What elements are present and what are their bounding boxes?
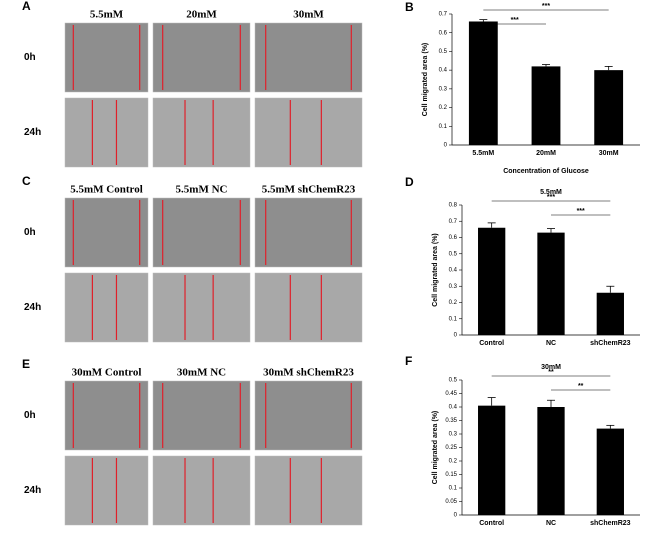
- y-tick-label: 0.7: [449, 219, 458, 225]
- bar: [594, 70, 624, 145]
- micrograph: [152, 97, 251, 168]
- bar: [537, 232, 565, 335]
- chart-title: 5.5mM: [540, 189, 562, 196]
- column-header: 30mM shChemR23: [263, 367, 354, 379]
- micrograph: [254, 97, 363, 168]
- significance-label: **: [578, 383, 584, 390]
- bar: [537, 407, 565, 515]
- y-tick-label: 0.5: [449, 251, 458, 257]
- bar: [478, 227, 506, 335]
- micrograph: [152, 272, 251, 343]
- row-label: 0h: [24, 52, 36, 63]
- x-tick-label: Control: [479, 340, 504, 347]
- panel-letter: C: [22, 174, 31, 188]
- y-tick-label: 0.05: [445, 499, 457, 505]
- y-tick-label: 0.1: [449, 486, 458, 492]
- x-tick-label: shChemR23: [590, 520, 631, 527]
- column-header: 30mM Control: [72, 367, 142, 379]
- y-tick-label: 0.7: [439, 12, 448, 18]
- micrograph: [64, 455, 149, 526]
- x-tick-label: NC: [546, 340, 556, 347]
- chart-title: 30mM: [541, 364, 561, 371]
- y-tick-label: 0.2: [449, 459, 458, 465]
- significance-label: ***: [577, 208, 585, 215]
- y-tick-label: 0.1: [439, 124, 448, 130]
- row-label: 0h: [24, 227, 36, 238]
- panel-letter: E: [22, 357, 30, 371]
- y-tick-label: 0.4: [449, 405, 458, 411]
- y-tick-label: 0.5: [449, 378, 458, 384]
- row-label: 24h: [24, 485, 41, 496]
- micrograph: [254, 455, 363, 526]
- micrograph: [64, 97, 149, 168]
- x-tick-label: NC: [546, 520, 556, 527]
- y-tick-label: 0.2: [449, 300, 458, 306]
- panel-letter: B: [405, 0, 414, 14]
- y-tick-label: 0.35: [445, 418, 457, 424]
- micrograph: [254, 272, 363, 343]
- x-tick-label: shChemR23: [590, 340, 631, 347]
- y-tick-label: 0.25: [445, 445, 457, 451]
- y-axis-label: Cell migrated area (%): [432, 233, 439, 307]
- micrograph: [64, 380, 149, 451]
- micrograph: [64, 272, 149, 343]
- x-tick-label: Control: [479, 520, 504, 527]
- column-header: 5.5mM NC: [176, 184, 228, 196]
- micrograph: [152, 380, 251, 451]
- row-label: 24h: [24, 127, 41, 138]
- y-tick-label: 0.3: [439, 86, 448, 92]
- x-axis-label: Concentration of Glucose: [503, 168, 589, 175]
- y-tick-label: 0.3: [449, 432, 458, 438]
- y-tick-label: 0.4: [449, 268, 458, 274]
- column-header: 5.5mM shChemR23: [262, 184, 356, 196]
- micrograph: [64, 22, 149, 93]
- bar: [531, 66, 561, 145]
- column-header: 5.5mM: [90, 9, 124, 21]
- column-header: 5.5mM Control: [70, 184, 143, 196]
- micrograph: [152, 455, 251, 526]
- y-tick-label: 0.6: [449, 235, 458, 241]
- row-label: 24h: [24, 302, 41, 313]
- y-tick-label: 0: [454, 333, 458, 339]
- x-tick-label: 30mM: [599, 150, 619, 157]
- y-tick-label: 0: [444, 143, 448, 149]
- significance-label: **: [548, 369, 554, 376]
- y-tick-label: 0.2: [439, 105, 448, 111]
- column-header: 30mM NC: [177, 367, 226, 379]
- y-tick-label: 0.5: [439, 49, 448, 55]
- y-tick-label: 0.45: [445, 391, 457, 397]
- y-tick-label: 0.8: [449, 203, 458, 209]
- y-tick-label: 0.1: [449, 316, 458, 322]
- micrograph: [152, 197, 251, 268]
- row-label: 0h: [24, 410, 36, 421]
- micrograph: [152, 22, 251, 93]
- bar: [478, 405, 506, 515]
- bar: [596, 428, 624, 515]
- y-tick-label: 0.15: [445, 472, 457, 478]
- significance-label: ***: [547, 194, 555, 201]
- micrograph: [254, 197, 363, 268]
- micrograph: [254, 22, 363, 93]
- bar: [468, 21, 498, 145]
- x-tick-label: 5.5mM: [472, 150, 494, 157]
- y-tick-label: 0: [454, 513, 458, 519]
- micrograph: [254, 380, 363, 451]
- bar: [596, 292, 624, 335]
- x-tick-label: 20mM: [536, 150, 556, 157]
- micrograph: [64, 197, 149, 268]
- panel-letter: A: [22, 0, 31, 13]
- panel-letter: F: [405, 354, 412, 368]
- column-header: 30mM: [293, 9, 324, 21]
- panel-letter: D: [405, 175, 414, 189]
- y-tick-label: 0.6: [439, 30, 448, 36]
- y-axis-label: Cell migrated area (%): [432, 411, 439, 485]
- significance-label: ***: [511, 17, 519, 24]
- y-tick-label: 0.3: [449, 284, 458, 290]
- column-header: 20mM: [186, 9, 217, 21]
- y-tick-label: 0.4: [439, 68, 448, 74]
- significance-label: ***: [542, 3, 550, 10]
- y-axis-label: Cell migrated area (%): [422, 43, 429, 117]
